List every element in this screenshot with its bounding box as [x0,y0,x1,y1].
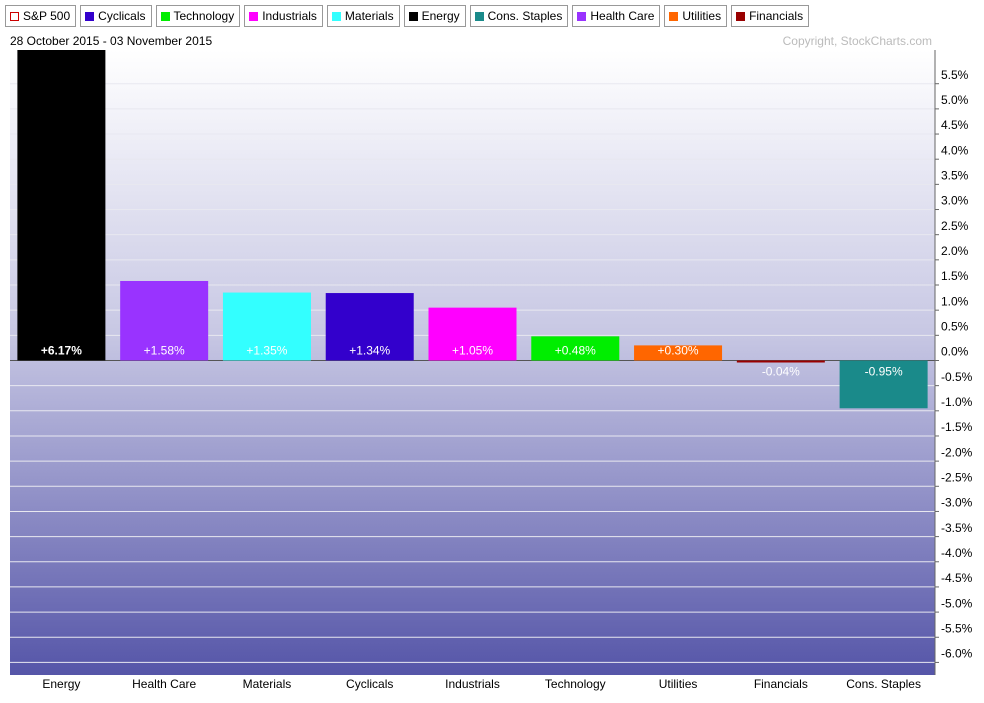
legend-swatch [160,11,170,21]
y-tick-label: 3.0% [941,194,969,208]
bar [736,360,825,363]
y-tick-label: -0.5% [941,370,973,384]
y-tick-label: 1.0% [941,294,969,308]
y-tick-label: -1.5% [941,420,973,434]
legend-label: Technology [173,9,235,23]
y-tick-label: -2.0% [941,445,973,459]
legend-item[interactable]: Technology [155,5,241,27]
legend-swatch [331,11,341,21]
legend-item[interactable]: Cons. Staples [469,5,569,27]
legend-swatch [577,11,587,21]
value-label: +0.48% [555,344,596,358]
legend-swatch [249,11,259,21]
bar [428,307,517,361]
bar [325,293,414,361]
x-tick-label: Cons. Staples [846,677,921,691]
y-tick-label: 4.0% [941,143,969,157]
value-label: -0.95% [865,365,903,379]
legend-label: Health Care [590,9,655,23]
y-tick-label: -1.0% [941,395,973,409]
value-label: +1.05% [452,344,493,358]
legend-item[interactable]: Industrials [244,5,323,27]
legend-label: Materials [344,9,394,23]
y-tick-label: -4.0% [941,546,973,560]
legend-label: Energy [421,9,460,23]
x-tick-label: Materials [243,677,292,691]
bar [120,280,209,361]
y-tick-label: 5.5% [941,68,969,82]
x-tick-label: Industrials [445,677,500,691]
y-tick-label: -2.5% [941,470,973,484]
legend-label: Cyclicals [98,9,146,23]
y-tick-label: -3.5% [941,521,973,535]
legend-item[interactable]: Energy [403,5,466,27]
legend-item[interactable]: Materials [326,5,400,27]
value-label: +1.35% [246,344,287,358]
y-tick-label: -4.5% [941,571,973,585]
legend-label: Utilities [682,9,722,23]
legend: S&P 500 Cyclicals Technology Industrials Mat… [5,5,810,27]
bar [222,292,311,361]
legend-item[interactable]: Cyclicals [80,5,152,27]
bar [531,336,620,361]
y-tick-label: 3.5% [941,169,969,183]
x-tick-label: Utilities [659,677,698,691]
bar [634,345,723,361]
y-tick-label: 4.5% [941,118,969,132]
value-label: +1.58% [144,344,185,358]
legend-label: S&P 500 [23,9,71,23]
legend-item[interactable]: S&P 500 [5,5,77,27]
y-tick-label: -5.0% [941,596,973,610]
y-tick-label: 2.5% [941,219,969,233]
legend-label: Financials [749,9,804,23]
bar [839,360,928,409]
legend-swatch [10,11,19,21]
value-label: +0.30% [658,344,699,358]
legend-swatch [736,11,746,21]
x-tick-label: Energy [42,677,80,691]
subtitle: 28 October 2015 - 03 November 2015 [10,34,212,48]
x-tick-label: Technology [545,677,606,691]
legend-swatch [408,11,418,21]
x-tick-label: Cyclicals [346,677,393,691]
value-label: -0.04% [762,365,800,379]
y-tick-label: 2.0% [941,244,969,258]
value-label: +6.17% [41,344,82,358]
value-label: +1.34% [349,344,390,358]
x-tick-label: Financials [754,677,808,691]
legend-swatch [85,11,95,21]
legend-swatch [669,11,679,21]
copyright: Copyright, StockCharts.com [783,34,932,48]
y-tick-label: 0.0% [941,345,969,359]
legend-label: Industrials [262,9,317,23]
y-tick-label: -5.5% [941,621,973,635]
x-tick-label: Health Care [132,677,196,691]
legend-item[interactable]: Utilities [664,5,728,27]
legend-label: Cons. Staples [487,9,563,23]
y-tick-label: 0.5% [941,319,969,333]
legend-item[interactable]: Financials [731,5,810,27]
legend-swatch [474,11,484,21]
y-tick-label: -3.0% [941,496,973,510]
legend-item[interactable]: Health Care [572,5,661,27]
bar [17,50,106,361]
y-tick-label: 1.5% [941,269,969,283]
y-tick-label: -6.0% [941,647,973,661]
y-tick-label: 5.0% [941,93,969,107]
